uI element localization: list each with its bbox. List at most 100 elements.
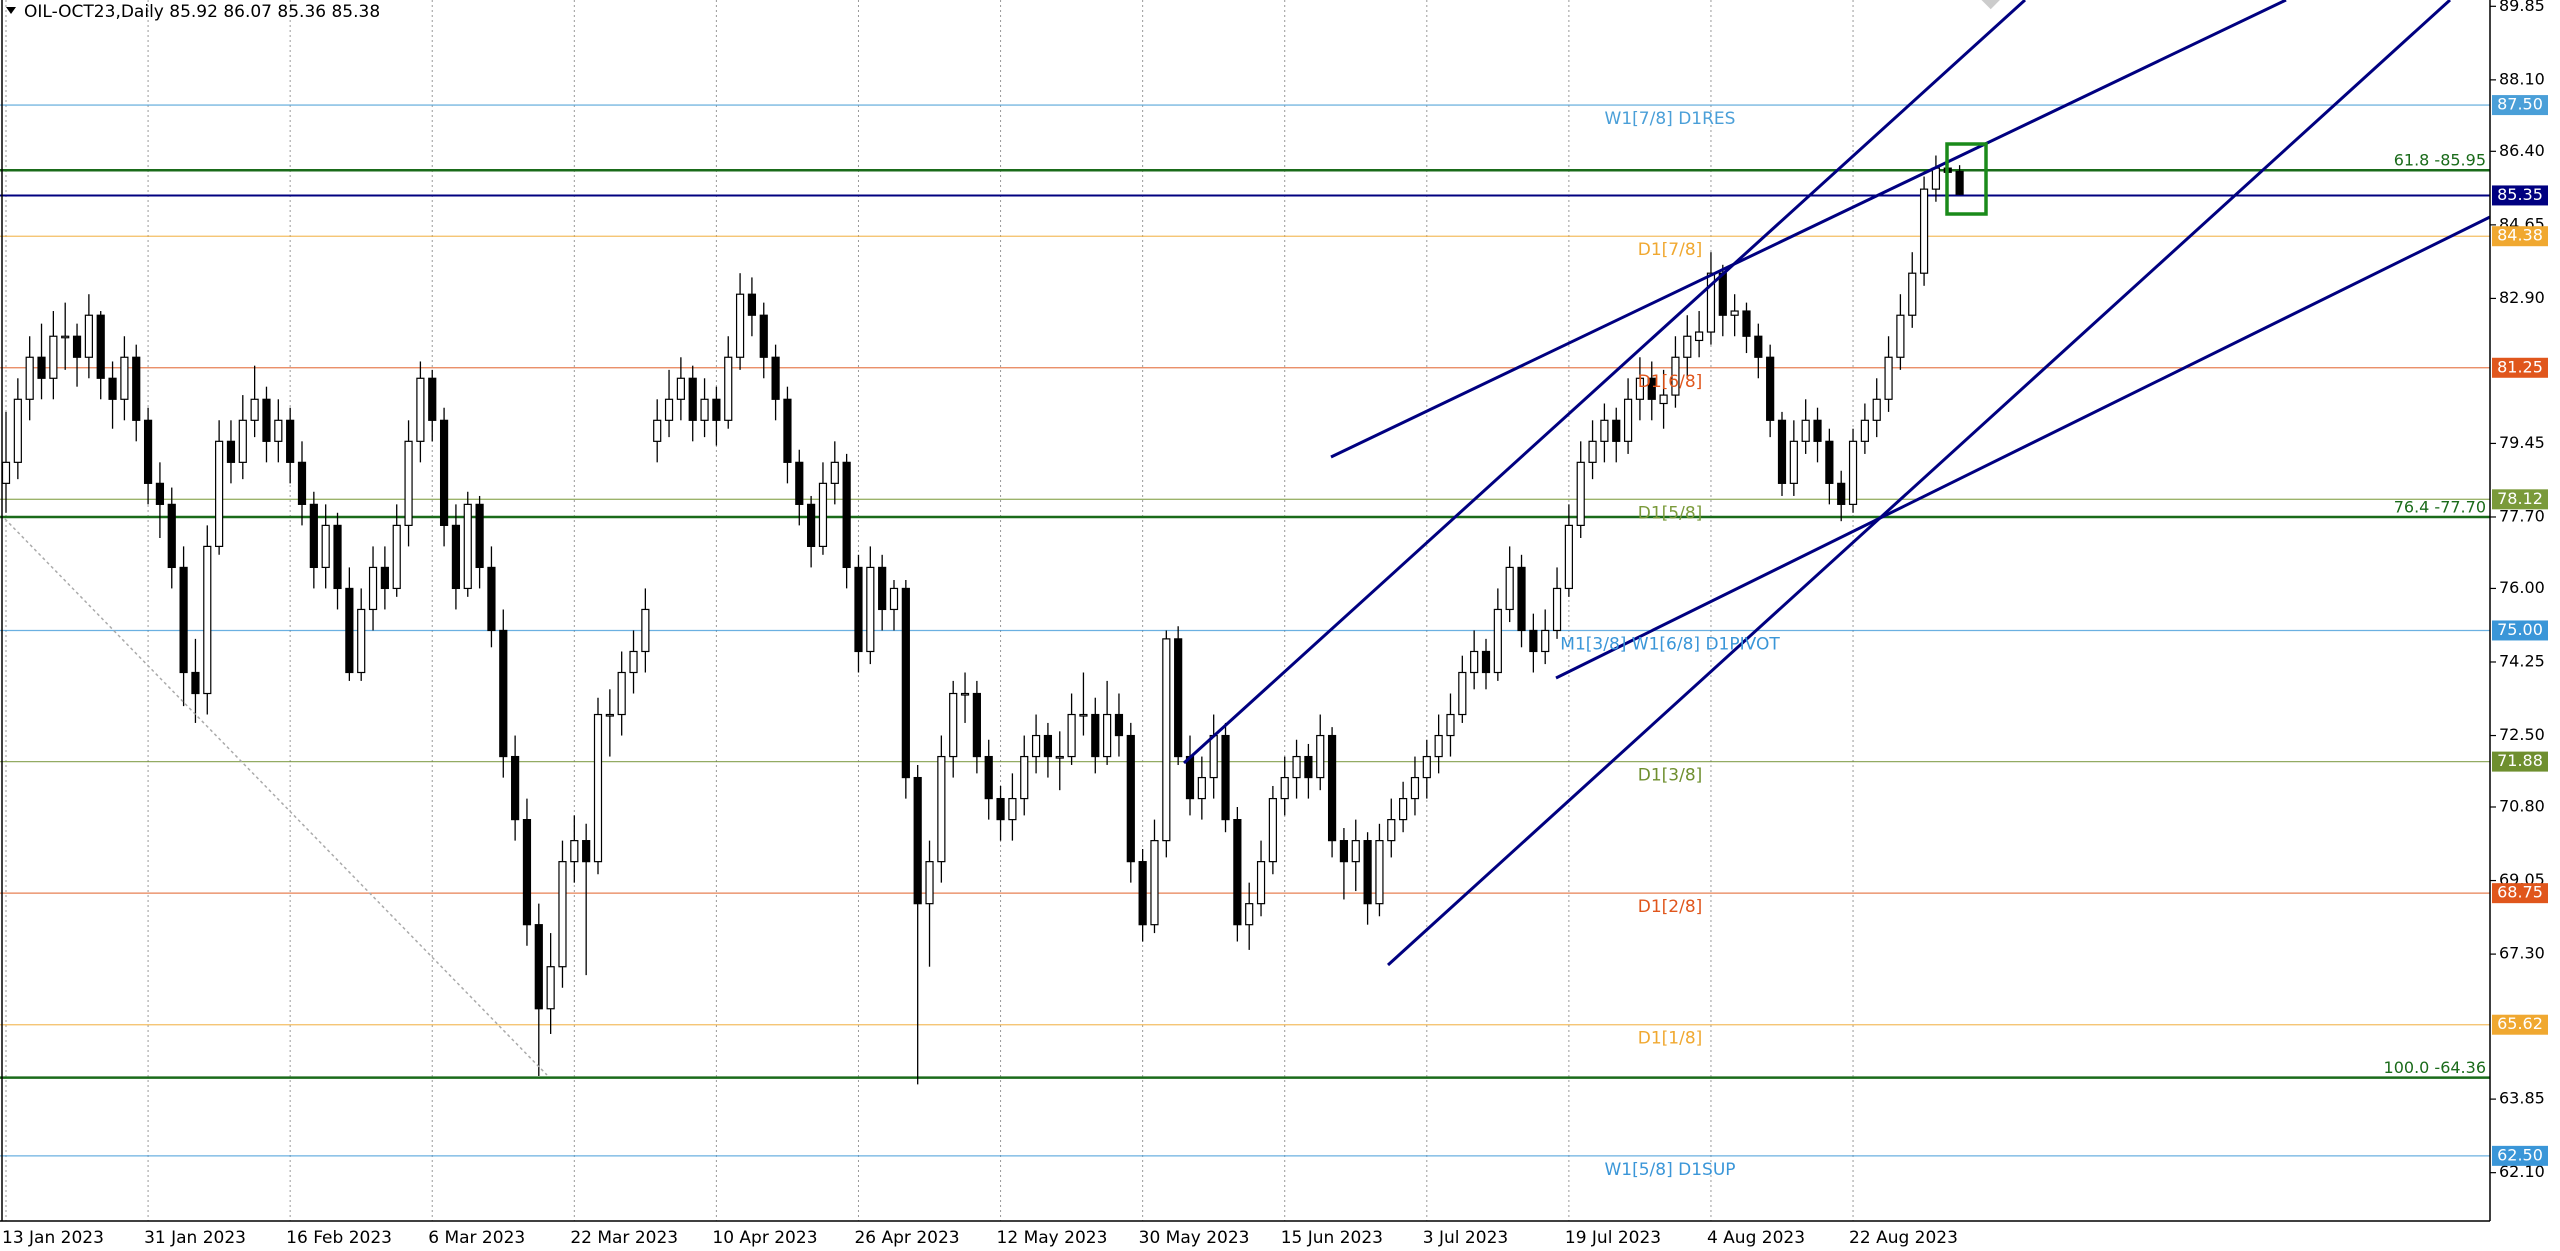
x-tick-label: 13 Jan 2023 — [2, 1228, 104, 1248]
price-tag — [2492, 489, 2548, 510]
candle-body — [1138, 861, 1147, 926]
candle-body — [1316, 734, 1325, 779]
candle-body — [747, 293, 757, 316]
candle-body — [735, 293, 745, 358]
candle-body — [1529, 629, 1538, 653]
y-tick-label: 76.00 — [2499, 578, 2545, 597]
candle-body — [1079, 713, 1088, 717]
candle-body — [297, 461, 307, 505]
candle-body — [226, 440, 236, 463]
candle-body — [522, 819, 532, 926]
candle-body — [1919, 188, 1929, 274]
candle-body — [1043, 734, 1053, 758]
candle-body — [37, 356, 46, 379]
candle-body — [1576, 461, 1585, 526]
candle-body — [191, 671, 200, 695]
candle-body — [1742, 310, 1751, 337]
y-tick-label: 67.30 — [2499, 944, 2545, 963]
price-tag — [2492, 620, 2548, 641]
y-tick-label: 86.40 — [2499, 141, 2545, 160]
candle-body — [1683, 335, 1692, 358]
candle-body — [25, 356, 34, 400]
candle-body — [1754, 335, 1763, 358]
price-tag-label: 78.12 — [2497, 489, 2543, 508]
candle-body — [1481, 650, 1491, 674]
candle-body — [582, 840, 591, 863]
level-label: W1[7/8] D1RES — [1605, 109, 1736, 129]
price-tag-label: 75.00 — [2497, 620, 2543, 639]
candle-body — [1600, 419, 1609, 442]
candle-body — [1197, 776, 1206, 800]
fib-label: 76.4 -77.70 — [2394, 497, 2486, 516]
price-tag-label: 71.88 — [2497, 751, 2543, 770]
trend-line — [1386, 0, 2452, 967]
candle-body — [215, 440, 224, 548]
candle-body — [996, 797, 1005, 821]
candle-body — [866, 566, 875, 653]
candle-body — [960, 692, 970, 696]
candle-body — [641, 608, 650, 653]
candle-body — [1268, 797, 1277, 863]
candle-body — [357, 608, 366, 674]
candle-body — [1612, 419, 1621, 442]
x-tick-label: 16 Feb 2023 — [286, 1228, 392, 1248]
price-tag — [2492, 751, 2548, 772]
y-tick-label: 62.10 — [2499, 1162, 2545, 1181]
price-tag-label: 68.75 — [2497, 883, 2543, 902]
candle-body — [61, 335, 70, 339]
candle-body — [925, 861, 934, 905]
candle-body — [617, 671, 626, 716]
candle-body — [842, 461, 851, 569]
candle-body — [1126, 734, 1135, 863]
candle-body — [262, 398, 271, 442]
candle-body — [368, 566, 378, 611]
candle-body — [238, 419, 247, 463]
candle-body — [1908, 272, 1917, 316]
candle-body — [439, 419, 449, 526]
candle-body — [167, 503, 176, 569]
candle-body — [487, 566, 496, 632]
x-tick-label: 30 May 2023 — [1139, 1228, 1250, 1248]
candle-body — [901, 587, 910, 779]
candle-body — [1031, 734, 1041, 758]
price-tag-label: 87.50 — [2497, 95, 2543, 114]
y-tick-label: 63.85 — [2499, 1089, 2545, 1108]
candle-body — [783, 398, 792, 463]
candle-body — [1150, 840, 1159, 926]
candle-body — [771, 356, 780, 400]
x-tick-label: 22 Aug 2023 — [1849, 1228, 1958, 1248]
candle-body — [795, 461, 804, 505]
candle-body — [1777, 419, 1787, 484]
x-tick-label: 31 Jan 2023 — [144, 1228, 246, 1248]
candle-body — [1470, 650, 1479, 674]
candle-body — [392, 524, 401, 590]
trend-line — [1555, 215, 2491, 680]
candle-body — [1103, 713, 1112, 758]
candle-body — [380, 566, 389, 590]
menu-arrow[interactable] — [6, 7, 16, 14]
candle-body — [309, 503, 318, 569]
candle-body — [1399, 797, 1408, 821]
price-tag-label: 85.35 — [2497, 185, 2543, 204]
candle-body — [1458, 671, 1467, 716]
candle-body — [1114, 713, 1124, 737]
candle-body — [534, 924, 543, 1010]
price-tag — [2492, 357, 2548, 378]
candle-body — [984, 755, 993, 800]
candle-body — [1872, 398, 1881, 421]
candle-body — [1434, 734, 1443, 758]
candle-body — [1730, 310, 1739, 316]
candle-body — [1162, 638, 1171, 842]
candle-body — [1837, 482, 1846, 505]
price-tag — [2492, 185, 2548, 206]
candle-body — [724, 356, 733, 421]
candle-body — [1706, 272, 1716, 333]
candle-body — [1825, 440, 1834, 484]
x-tick-label: 10 Apr 2023 — [712, 1228, 817, 1248]
candle-body — [1008, 797, 1017, 821]
candle-body — [72, 335, 82, 358]
level-label: D1[3/8] — [1638, 766, 1703, 786]
candle-body — [1209, 734, 1218, 779]
candle-body — [1860, 419, 1869, 442]
